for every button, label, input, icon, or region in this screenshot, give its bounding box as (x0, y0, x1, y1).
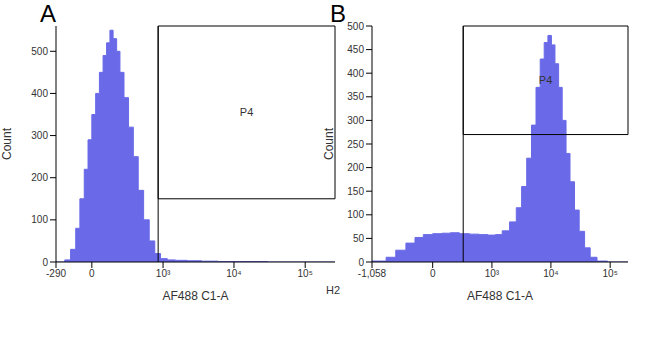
svg-text:Count: Count (322, 127, 336, 160)
svg-text:400: 400 (347, 68, 364, 79)
svg-text:400: 400 (31, 88, 48, 99)
svg-text:P4: P4 (539, 74, 552, 86)
svg-text:150: 150 (347, 186, 364, 197)
svg-text:100: 100 (31, 214, 48, 225)
svg-text:50: 50 (353, 233, 365, 244)
svg-text:0: 0 (430, 268, 436, 279)
svg-text:0: 0 (42, 257, 48, 268)
svg-text:100: 100 (347, 209, 364, 220)
svg-text:200: 200 (31, 172, 48, 183)
svg-text:300: 300 (31, 130, 48, 141)
html-text:B: B (330, 0, 346, 27)
html-text:A: A (40, 0, 56, 27)
svg-text:0: 0 (89, 268, 95, 279)
html-text:H2: H2 (326, 284, 341, 296)
svg-text:300: 300 (347, 115, 364, 126)
svg-text:450: 450 (347, 44, 364, 55)
svg-text:10³: 10³ (156, 268, 171, 279)
svg-text:Count: Count (8, 127, 14, 160)
svg-text:500: 500 (31, 46, 48, 57)
svg-text:10⁵: 10⁵ (603, 268, 618, 279)
svg-text:200: 200 (347, 162, 364, 173)
svg-text:10³: 10³ (485, 268, 500, 279)
svg-text:-290: -290 (46, 268, 66, 279)
svg-text:10⁵: 10⁵ (298, 268, 313, 279)
svg-text:500: 500 (347, 21, 364, 32)
svg-text:0: 0 (358, 257, 364, 268)
svg-text:250: 250 (347, 139, 364, 150)
svg-text:P4: P4 (240, 106, 253, 118)
svg-text:AF488 C1-A: AF488 C1-A (162, 289, 228, 300)
svg-text:350: 350 (347, 91, 364, 102)
svg-text:10⁴: 10⁴ (226, 268, 241, 279)
svg-text:10⁴: 10⁴ (543, 268, 558, 279)
svg-text:-1,058: -1,058 (358, 268, 387, 279)
svg-text:AF488 C1-A: AF488 C1-A (467, 289, 533, 300)
